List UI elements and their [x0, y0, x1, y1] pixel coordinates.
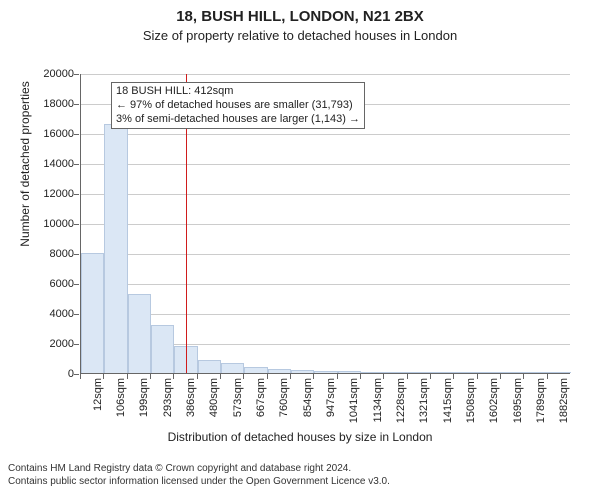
histogram-bar [524, 372, 547, 373]
histogram-bar [291, 370, 314, 373]
footer-line1: Contains HM Land Registry data © Crown c… [8, 462, 390, 475]
x-tick: 199sqm [138, 378, 150, 438]
gridline [81, 314, 570, 315]
y-tick: 6000 [50, 278, 74, 290]
gridline [81, 164, 570, 165]
y-tick: 8000 [50, 248, 74, 260]
x-tick-mark [360, 374, 361, 379]
x-tick: 1041sqm [348, 378, 360, 438]
histogram-bar [128, 294, 151, 374]
chart-container: 18, BUSH HILL, LONDON, N21 2BX Size of p… [0, 0, 600, 500]
x-tick: 1321sqm [418, 378, 430, 438]
gridline [81, 74, 570, 75]
histogram-bar [81, 253, 104, 373]
x-tick: 386sqm [185, 378, 197, 438]
histogram-bar [151, 325, 174, 373]
x-tick: 1789sqm [535, 378, 547, 438]
gridline [81, 224, 570, 225]
histogram-bar [384, 372, 407, 373]
x-tick: 760sqm [278, 378, 290, 438]
y-tick: 14000 [43, 158, 74, 170]
annotation-line3: 3% of semi-detached houses are larger (1… [116, 113, 360, 127]
histogram-bar [221, 363, 244, 374]
x-tick-mark [337, 374, 338, 379]
x-tick-mark [477, 374, 478, 379]
x-tick-mark [290, 374, 291, 379]
x-tick-mark [103, 374, 104, 379]
x-tick: 1602sqm [488, 378, 500, 438]
x-tick-mark [500, 374, 501, 379]
plot-area: 18 BUSH HILL: 412sqm ← 97% of detached h… [80, 74, 570, 374]
chart-title: 18, BUSH HILL, LONDON, N21 2BX [0, 8, 600, 25]
footer-text: Contains HM Land Registry data © Crown c… [0, 456, 398, 494]
x-tick-mark [173, 374, 174, 379]
x-tick: 1228sqm [395, 378, 407, 438]
x-tick: 293sqm [162, 378, 174, 438]
x-tick: 480sqm [208, 378, 220, 438]
y-tick: 2000 [50, 338, 74, 350]
x-tick-mark [150, 374, 151, 379]
x-tick-mark [220, 374, 221, 379]
x-tick-mark [523, 374, 524, 379]
x-tick: 667sqm [255, 378, 267, 438]
histogram-bar [244, 367, 267, 373]
x-tick-mark [243, 374, 244, 379]
x-tick: 12sqm [92, 378, 104, 438]
histogram-bar [408, 372, 431, 373]
y-tick: 10000 [43, 218, 74, 230]
x-tick: 1415sqm [442, 378, 454, 438]
gridline [81, 284, 570, 285]
x-tick-mark [547, 374, 548, 379]
histogram-bar [478, 372, 501, 373]
footer-line2: Contains public sector information licen… [8, 475, 390, 488]
x-tick-mark [430, 374, 431, 379]
histogram-bar [314, 371, 337, 373]
histogram-bar [431, 372, 454, 373]
annotation-line2: ← 97% of detached houses are smaller (31… [116, 99, 360, 113]
y-tick: 16000 [43, 128, 74, 140]
gridline [81, 134, 570, 135]
y-tick: 18000 [43, 98, 74, 110]
x-tick: 947sqm [325, 378, 337, 438]
x-tick-mark [127, 374, 128, 379]
gridline [81, 194, 570, 195]
histogram-bar [454, 372, 477, 373]
x-tick: 1508sqm [465, 378, 477, 438]
x-axis-label: Distribution of detached houses by size … [0, 430, 600, 444]
x-tick: 573sqm [232, 378, 244, 438]
x-tick-mark [197, 374, 198, 379]
x-tick: 854sqm [302, 378, 314, 438]
x-tick: 1882sqm [558, 378, 570, 438]
y-tick: 0 [68, 368, 74, 380]
histogram-bar [268, 369, 291, 374]
histogram-bar [198, 360, 221, 374]
x-tick-mark [80, 374, 81, 379]
gridline [81, 254, 570, 255]
y-tick: 4000 [50, 308, 74, 320]
annotation-box: 18 BUSH HILL: 412sqm ← 97% of detached h… [111, 82, 365, 129]
x-tick: 1695sqm [512, 378, 524, 438]
x-tick-mark [313, 374, 314, 379]
y-axis-label: Number of detached properties [18, 14, 32, 314]
y-tick: 20000 [43, 68, 74, 80]
histogram-bar [361, 372, 384, 374]
histogram-bar [104, 124, 127, 373]
x-tick-mark [267, 374, 268, 379]
x-tick: 106sqm [115, 378, 127, 438]
x-tick-mark [383, 374, 384, 379]
x-tick-mark [407, 374, 408, 379]
histogram-bar [501, 372, 524, 373]
chart-subtitle: Size of property relative to detached ho… [0, 28, 600, 43]
histogram-bar [548, 372, 571, 373]
x-tick-mark [453, 374, 454, 379]
histogram-bar [338, 371, 361, 373]
annotation-line1: 18 BUSH HILL: 412sqm [116, 85, 360, 99]
x-tick: 1134sqm [372, 378, 384, 438]
y-tick: 12000 [43, 188, 74, 200]
